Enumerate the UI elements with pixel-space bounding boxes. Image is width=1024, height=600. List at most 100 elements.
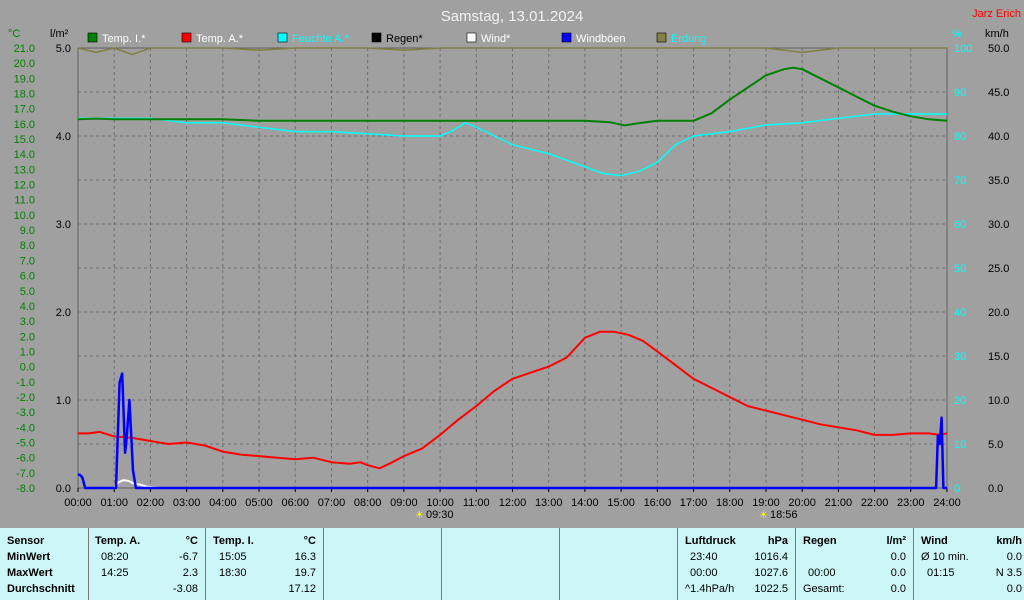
legend-swatch [181,32,192,43]
time-tick-label: 12:00 [499,497,527,509]
time-tick-label: 08:00 [354,497,382,509]
regen-min-value: 0.0 [890,551,906,563]
temp-tick-label: 6.0 [20,271,35,283]
regen-header: Regen [803,535,837,547]
wind-tick-label: 10.0 [988,395,1009,407]
chart-title: Samstag, 13.01.2024 [441,8,584,25]
temp-axis-unit: °C [8,28,20,40]
temp-tick-label: 1.0 [20,346,35,358]
temp-tick-label: 19.0 [14,73,35,85]
time-tick-label: 14:00 [571,497,599,509]
humidity-tick-label: 80 [954,131,966,143]
time-tick-label: 18:00 [716,497,744,509]
wind-unit: km/h [996,535,1022,547]
author-label: Jarz Erich [972,8,1021,20]
temp-tick-label: -6.0 [16,453,35,465]
time-tick-label: 21:00 [825,497,853,509]
wind-avg10-value: 0.0 [1006,551,1022,563]
temp-tick-label: -3.0 [16,407,35,419]
wind-tick-label: 15.0 [988,351,1009,363]
wind-max-value: N 3.5 [995,567,1022,579]
time-tick-label: 20:00 [788,497,816,509]
humidity-tick-label: 10 [954,439,966,451]
temp-tick-label: 2.0 [20,331,35,343]
temp-i-min-time: 15:05 [219,551,247,563]
chart-legend: Temp. I.* Temp. A.* Feuchte A.* Regen* Wind*… [87,32,706,45]
temp-i-unit: °C [303,535,316,547]
regen-max-value: 0.0 [890,567,906,579]
legend-swatch [87,32,98,43]
divider [795,528,796,600]
wind-tick-label: 45.0 [988,87,1009,99]
weather-chart: Samstag, 13.01.2024 Jarz Erich Temp. I.*… [8,8,1021,521]
wind-avg10-label: Ø 10 min. [921,551,969,563]
legend-swatch [277,32,288,43]
luftdruck-avg-value: 1022.5 [754,583,788,595]
time-tick-label: 11:00 [463,497,490,509]
luftdruck-min-time: 23:40 [690,551,718,563]
wind-tick-label: 40.0 [988,131,1009,143]
temp-tick-label: 13.0 [14,164,35,176]
temp-tick-label: 16.0 [14,119,35,131]
divider [677,528,678,600]
humidity-line [78,113,947,177]
divider [88,528,89,600]
sunset-icon: ☀ [759,510,768,521]
temp-tick-label: 10.0 [14,210,35,222]
sunset-time: 18:56 [770,509,798,521]
temp-tick-label: 5.0 [20,286,35,298]
wind-gust-line [78,372,947,490]
temp-tick-label: -4.0 [16,422,35,434]
temp-tick-label: -2.0 [16,392,35,404]
temp-tick-label: 20.0 [14,58,35,70]
wind-max-time: 01:15 [927,567,955,579]
legend-label: Erdung [671,33,706,45]
time-tick-label: 02:00 [137,497,165,509]
time-tick-label: 17:00 [680,497,708,509]
temp-a-max-value: 2.3 [182,567,198,579]
luftdruck-min-value: 1016.4 [754,551,788,563]
time-tick-label: 09:00 [390,497,418,509]
wind-avg-value: 0.0 [1006,583,1022,595]
temp-a-min-time: 08:20 [101,551,129,563]
rain-tick-label: 1.0 [56,395,71,407]
sunset-marker: ☀ 18:56 [759,509,798,521]
time-tick-label: 16:00 [644,497,672,509]
humidity-tick-label: 100 [954,43,972,55]
temp-tick-label: 12.0 [14,180,35,192]
temp-tick-label: 18.0 [14,89,35,101]
humidity-axis-unit: % [952,28,962,40]
time-tick-label: 15:00 [607,497,635,509]
temp-a-max-time: 14:25 [101,567,129,579]
temp-tick-label: 0.0 [20,362,35,374]
wind-axis-unit: km/h [985,28,1009,40]
luftdruck-trend: ^1.4hPa/h [685,583,735,595]
temp-tick-label: 11.0 [14,195,35,207]
temp-tick-label: 15.0 [14,134,35,146]
time-tick-label: 05:00 [245,497,273,509]
rain-axis-unit: l/m² [50,28,69,40]
wind-tick-label: 30.0 [988,219,1009,231]
temp-tick-label: 3.0 [20,316,35,328]
max-label: MaxWert [7,567,53,579]
divider [559,528,560,600]
temp-tick-label: 4.0 [20,301,35,313]
time-tick-label: 00:00 [64,497,92,509]
wind-line [113,479,162,489]
humidity-tick-label: 60 [954,219,966,231]
sunrise-marker: ☀ 09:30 [415,509,454,521]
wind-tick-label: 50.0 [988,43,1009,55]
wind-tick-label: 35.0 [988,175,1009,187]
time-tick-label: 06:00 [281,497,309,509]
temp-tick-label: 8.0 [20,240,35,252]
sensor-header: Sensor [7,535,45,547]
time-tick-label: 19:00 [752,497,780,509]
legend-swatch [656,32,667,43]
time-tick-label: 04:00 [209,497,237,509]
wind-tick-label: 20.0 [988,307,1009,319]
luftdruck-max-value: 1027.6 [754,567,788,579]
series-lines [77,47,948,490]
temp-tick-label: 7.0 [20,255,35,267]
temp-a-unit: °C [185,535,198,547]
